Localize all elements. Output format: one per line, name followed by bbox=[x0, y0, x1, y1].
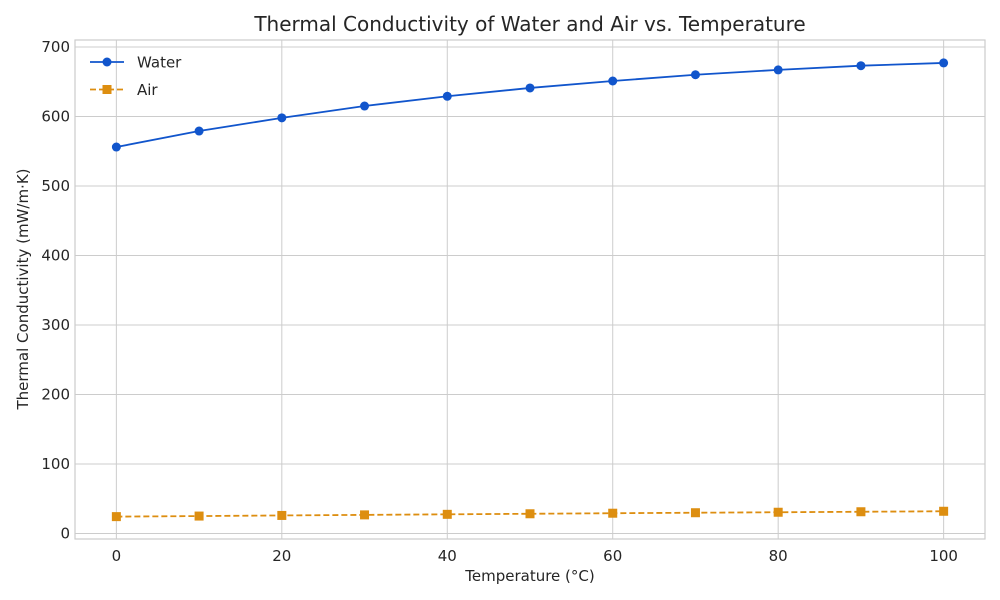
y-axis-label: Thermal Conductivity (mW/m·K) bbox=[14, 168, 32, 410]
grid bbox=[75, 40, 985, 539]
y-tick-label: 400 bbox=[41, 246, 70, 264]
y-tick-label: 300 bbox=[41, 316, 70, 334]
y-tick-label: 100 bbox=[41, 455, 70, 473]
legend-item-air: Air bbox=[90, 81, 158, 99]
y-tick-label: 200 bbox=[41, 385, 70, 403]
series-air-point bbox=[194, 511, 204, 521]
series-water-point bbox=[277, 113, 287, 123]
series-water-point bbox=[111, 142, 121, 152]
y-tick-label: 0 bbox=[60, 524, 70, 542]
plot-area-frame bbox=[74, 39, 986, 540]
chart-title: Thermal Conductivity of Water and Air vs… bbox=[253, 12, 805, 36]
series-water-line bbox=[116, 62, 944, 148]
series-group bbox=[111, 58, 949, 522]
x-tick-label: 100 bbox=[929, 547, 958, 565]
series-water-point bbox=[608, 76, 618, 86]
series-water-point bbox=[773, 65, 783, 75]
y-tick-label: 600 bbox=[41, 107, 70, 125]
series-water-point bbox=[856, 61, 866, 71]
series-air-point bbox=[773, 507, 783, 517]
series-air-line bbox=[116, 510, 944, 518]
tick-labels: 0 20 40 60 80 100 0 100 200 300 400 500 600 700 bbox=[41, 38, 958, 565]
series-air-point bbox=[608, 508, 618, 518]
legend-marker-air bbox=[102, 85, 112, 94]
x-tick-label: 20 bbox=[272, 547, 291, 565]
legend-item-water: Water bbox=[90, 54, 182, 72]
series-water-point bbox=[525, 83, 535, 93]
legend: Water Air bbox=[90, 54, 182, 99]
x-tick-label: 40 bbox=[438, 547, 457, 565]
legend-marker-water bbox=[102, 57, 112, 67]
legend-label-air: Air bbox=[137, 81, 158, 99]
series-air-point bbox=[525, 509, 535, 519]
series-air-point bbox=[856, 507, 866, 517]
x-tick-label: 60 bbox=[603, 547, 622, 565]
x-axis-label: Temperature (°C) bbox=[464, 567, 594, 585]
series-air-point bbox=[111, 512, 121, 522]
x-tick-label: 80 bbox=[769, 547, 788, 565]
x-tick-label: 0 bbox=[112, 547, 122, 565]
series-water-point bbox=[690, 70, 700, 80]
series-air-point bbox=[360, 510, 370, 520]
series-air-point bbox=[442, 509, 452, 519]
series-air-point bbox=[939, 506, 949, 516]
y-tick-label: 500 bbox=[41, 177, 70, 195]
series-water-point bbox=[939, 58, 949, 68]
legend-label-water: Water bbox=[137, 54, 182, 72]
series-water-point bbox=[360, 101, 370, 111]
series-water bbox=[111, 58, 949, 152]
series-water-point bbox=[194, 126, 204, 136]
series-water-point bbox=[442, 91, 452, 101]
series-air bbox=[111, 506, 949, 522]
series-air-point bbox=[277, 510, 287, 520]
y-tick-label: 700 bbox=[41, 38, 70, 56]
series-air-point bbox=[690, 508, 700, 518]
